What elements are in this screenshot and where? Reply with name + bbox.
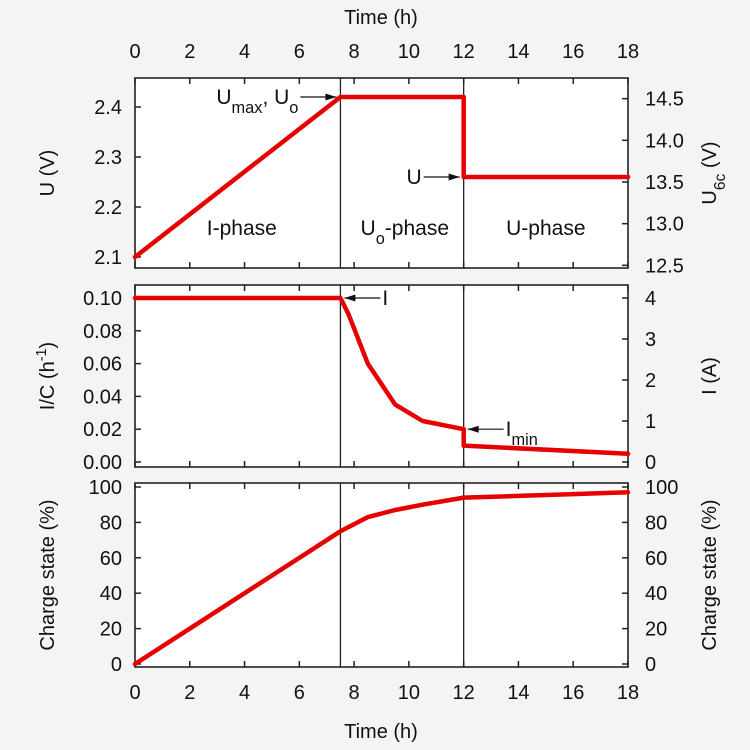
annotation-arrowhead <box>344 294 356 302</box>
annotation-arrowhead <box>325 93 337 101</box>
right-tick-label: 3 <box>645 329 656 351</box>
left-tick-label: 2.1 <box>94 247 122 269</box>
annotation-label-imin: Imin <box>506 418 538 449</box>
x-tick-label-top: 18 <box>617 41 639 63</box>
right-tick-label: 14.0 <box>645 130 684 152</box>
right-tick-label: 80 <box>645 512 667 534</box>
right-tick-label: 13.0 <box>645 214 684 236</box>
right-tick-label: 13.5 <box>645 172 684 194</box>
left-tick-label: 0.02 <box>83 419 122 441</box>
series-line-current <box>132 295 631 457</box>
left-tick-label: 40 <box>100 583 122 605</box>
phase-label: U-phase <box>506 217 585 240</box>
right-tick-label: 0 <box>645 654 656 676</box>
x-tick-label-top: 2 <box>184 41 195 63</box>
left-tick-label: 2.4 <box>94 97 122 119</box>
left-tick-label: 20 <box>100 619 122 641</box>
phase-label: I-phase <box>207 217 277 240</box>
phase-label: Uo-phase <box>361 217 450 248</box>
left-tick-label: 0.00 <box>83 452 122 474</box>
left-tick-label: 60 <box>100 548 122 570</box>
left-tick-label: 2.2 <box>94 197 122 219</box>
series-line-voltage <box>132 94 631 260</box>
left-tick-label: 0.08 <box>83 321 122 343</box>
annotation-arrowhead <box>448 173 460 181</box>
panel-voltage: 2.1 2.2 2.3 2.4 12.5 13.0 13.5 14.0 14.5 U (V) U6c… <box>37 77 729 277</box>
x-tick-label-top: 4 <box>239 41 250 63</box>
right-axis-title: I (A) <box>699 357 721 395</box>
annotation-arrowhead <box>467 425 479 433</box>
x-tick-label-bottom: 0 <box>129 682 140 704</box>
x-tick-label-top: 0 <box>129 41 140 63</box>
right-tick-label: 40 <box>645 583 667 605</box>
right-tick-label: 0 <box>645 452 656 474</box>
left-tick-label: 2.3 <box>94 147 122 169</box>
plot-frame <box>134 284 629 468</box>
x-tick-label-top: 8 <box>349 41 360 63</box>
plot-frame <box>134 77 629 269</box>
x-tick-label-bottom: 6 <box>294 682 305 704</box>
left-tick-label: 0 <box>111 654 122 676</box>
left-tick-label: 100 <box>89 477 122 499</box>
right-tick-label: 14.5 <box>645 89 684 111</box>
right-axis-title: U6c (V) <box>699 141 729 204</box>
series-line-charge <box>132 490 631 667</box>
x-tick-label-top: 14 <box>507 41 529 63</box>
x-tick-label-bottom: 12 <box>453 682 475 704</box>
right-axis-title: Charge state (%) <box>699 499 721 650</box>
annotation-label-i: I <box>382 287 388 310</box>
right-tick-label: 4 <box>645 288 656 310</box>
x-tick-label-bottom: 14 <box>507 682 529 704</box>
left-tick-label: 0.06 <box>83 354 122 376</box>
x-tick-label-bottom: 2 <box>184 682 195 704</box>
right-tick-label: 20 <box>645 619 667 641</box>
panels: 2.1 2.2 2.3 2.4 12.5 13.0 13.5 14.0 14.5 U (V) U6c… <box>34 77 729 676</box>
right-tick-label: 2 <box>645 370 656 392</box>
right-tick-label: 60 <box>645 548 667 570</box>
x-tick-label-top: 6 <box>294 41 305 63</box>
x-tick-label-bottom: 10 <box>398 682 420 704</box>
x-tick-label-bottom: 18 <box>617 682 639 704</box>
x-tick-label-bottom: 16 <box>562 682 584 704</box>
x-tick-label-top: 16 <box>562 41 584 63</box>
right-tick-label: 100 <box>645 477 678 499</box>
left-axis-title: U (V) <box>37 150 59 197</box>
panel-charge: 0 20 40 60 80 100 0 20 40 60 80 100 Charge state (%)… <box>37 477 721 676</box>
bottom-x-axis-title: Time (h) <box>344 721 418 743</box>
panel-current: 0.00 0.02 0.04 0.06 0.08 0.10 0 1 2 3 4 I/C (h-1) I … <box>34 284 721 474</box>
annotation-label-u: U <box>406 166 421 189</box>
left-tick-label: 0.04 <box>83 386 122 408</box>
left-axis-title: I/C (h-1) <box>34 342 59 410</box>
x-tick-label-top: 12 <box>453 41 475 63</box>
annotation-label-umax: Umax, Uo <box>216 86 298 117</box>
right-tick-label: 12.5 <box>645 255 684 277</box>
top-x-axis-title: Time (h) <box>344 7 418 29</box>
right-tick-label: 1 <box>645 411 656 433</box>
x-tick-label-bottom: 8 <box>349 682 360 704</box>
x-tick-label-bottom: 4 <box>239 682 250 704</box>
x-tick-label-top: 10 <box>398 41 420 63</box>
plot-frame <box>134 482 629 668</box>
left-tick-label: 0.10 <box>83 288 122 310</box>
left-axis-title: Charge state (%) <box>37 499 59 650</box>
left-tick-label: 80 <box>100 512 122 534</box>
